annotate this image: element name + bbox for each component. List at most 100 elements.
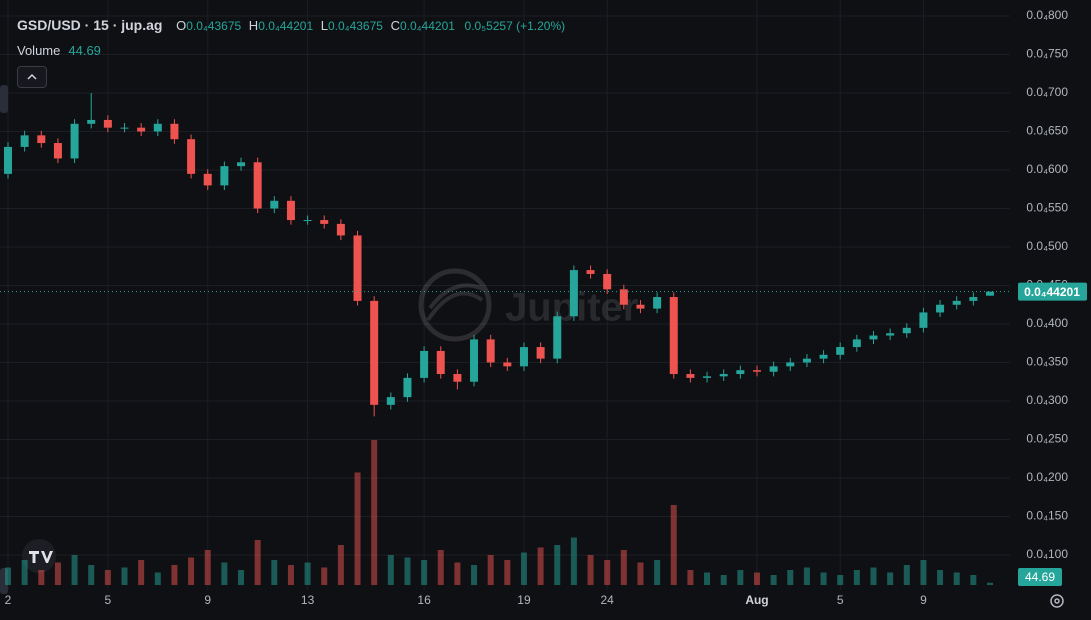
- candle-body: [87, 119, 96, 124]
- candle-body: [836, 347, 845, 355]
- candle-body: [603, 273, 612, 290]
- y-tick-label: 0.0₄100: [1026, 547, 1068, 561]
- volume-bar: [620, 550, 627, 585]
- legend-key: C: [390, 18, 400, 33]
- legend-value: 0.0₄44201: [399, 19, 455, 33]
- candle-body: [420, 350, 429, 378]
- volume-bar: [837, 575, 844, 585]
- volume-bar: [853, 570, 860, 585]
- candle-body: [453, 374, 462, 382]
- candle-body: [703, 376, 712, 378]
- volume-value: 44.69: [68, 43, 101, 58]
- candle-body: [70, 123, 79, 159]
- volume-bar: [221, 562, 228, 585]
- volume-bar: [887, 572, 894, 585]
- candle-body: [686, 374, 695, 378]
- candle-body: [636, 304, 645, 309]
- price-label-box: [1018, 282, 1087, 301]
- y-tick-label: 0.0₄300: [1026, 393, 1068, 407]
- volume-bar: [787, 570, 794, 585]
- legend: GSD/USD · 15 · jup.ag O0.0₄43675 H0.0₄44…: [17, 17, 565, 33]
- volume-bar: [604, 560, 611, 585]
- candle-body: [819, 354, 828, 359]
- grid: [0, 0, 1010, 590]
- candle-body: [187, 139, 196, 174]
- candle-body: [802, 358, 811, 363]
- volume-bar: [803, 567, 810, 585]
- candle-body: [786, 362, 795, 367]
- volume-bar: [371, 440, 378, 585]
- volume-bar: [637, 562, 644, 585]
- symbol: GSD/USD · 15 · jup.ag: [17, 17, 163, 33]
- volume-bar: [903, 565, 910, 585]
- candle-body: [237, 162, 246, 167]
- candle-body: [320, 220, 329, 224]
- volume-bar: [770, 575, 777, 585]
- candle-body: [203, 173, 212, 186]
- volume-bar: [271, 560, 278, 585]
- volume-bar: [454, 562, 461, 585]
- volume-bar: [487, 555, 494, 585]
- candle-body: [336, 223, 345, 236]
- candle-body: [736, 370, 745, 375]
- candle-body: [969, 297, 978, 301]
- y-tick-label: 0.0₄650: [1026, 124, 1068, 138]
- legend-value: 0.0₄44201: [258, 19, 314, 33]
- candle-body: [852, 339, 861, 348]
- volume-legend: Volume 44.69: [17, 43, 101, 58]
- volume-bar: [354, 472, 361, 585]
- settings-icon[interactable]: [1050, 594, 1064, 608]
- volume-bar: [720, 575, 727, 585]
- volume-bar: [188, 557, 195, 585]
- volume-bar: [121, 567, 128, 585]
- candle-body: [153, 123, 162, 132]
- chevron: [27, 73, 37, 80]
- volume-bar: [520, 552, 527, 585]
- candle-body: [137, 127, 146, 132]
- x-tick-label: 9: [920, 593, 927, 607]
- candle-body: [769, 366, 778, 372]
- volume-bar: [953, 572, 960, 585]
- candle-body: [569, 270, 578, 317]
- volume-bar: [304, 562, 311, 585]
- volume-bar: [154, 572, 161, 585]
- volume-label-box: [1018, 568, 1062, 586]
- volume-bar: [54, 562, 61, 585]
- volume-bar: [554, 545, 561, 585]
- candle-body: [952, 300, 961, 305]
- x-tick-label: 19: [517, 593, 531, 607]
- y-tick-label: 0.0₄500: [1026, 239, 1068, 253]
- candle-body: [536, 347, 545, 359]
- volume-bar: [204, 550, 211, 585]
- candle-body: [386, 397, 395, 405]
- candle-body: [919, 312, 928, 328]
- y-tick-label: 0.0₄700: [1026, 85, 1068, 99]
- candle-body: [270, 200, 279, 209]
- legend-key: L: [320, 18, 328, 33]
- y-tick-label: 0.0₄600: [1026, 162, 1068, 176]
- side-handle[interactable]: [0, 85, 8, 113]
- volume-bar: [570, 537, 577, 585]
- candle-body: [486, 339, 495, 363]
- candle-body: [286, 200, 295, 221]
- x-tick-label: 5: [105, 593, 112, 607]
- candle-body: [103, 119, 112, 128]
- x-tick-label: 2: [5, 593, 12, 607]
- collapse-button[interactable]: [17, 66, 47, 88]
- candle-body: [170, 123, 179, 140]
- volume-bar: [104, 570, 111, 585]
- volume-bar: [337, 545, 344, 585]
- candle-body: [519, 347, 528, 367]
- candle-body: [53, 143, 62, 159]
- volume-title: Volume: [17, 43, 61, 58]
- y-tick-label: 0.0₄350: [1026, 355, 1068, 369]
- volume-bar: [138, 560, 145, 585]
- price-label: 0.0₄44201: [1024, 285, 1080, 299]
- volume-bar: [38, 570, 45, 585]
- change: 0.0₅5257 (+1.20%): [464, 19, 566, 33]
- volume-bar: [287, 565, 294, 585]
- volume-bar: [870, 567, 877, 585]
- candle-body: [503, 362, 512, 367]
- volume-bar: [88, 565, 95, 585]
